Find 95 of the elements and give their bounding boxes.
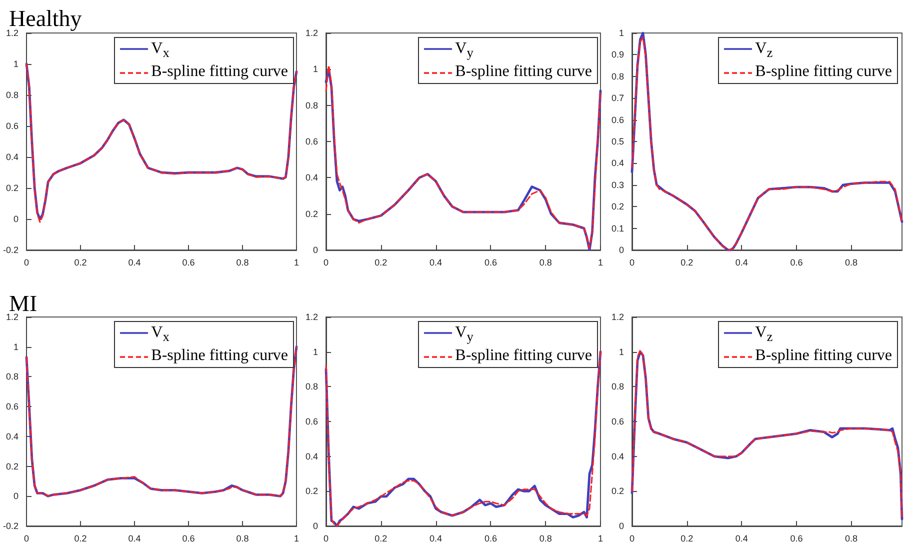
y-tick-label: 0.8 bbox=[611, 382, 624, 392]
y-tick-label: 0 bbox=[13, 214, 19, 224]
x-tick-label: 0.8 bbox=[236, 258, 249, 268]
x-tick-label: 0.6 bbox=[182, 534, 195, 543]
x-tick-label: 0 bbox=[24, 258, 30, 268]
y-tick-label: 1 bbox=[312, 64, 318, 74]
y-tick-label: 0 bbox=[618, 245, 624, 255]
legend-label: V$_{x}$ bbox=[151, 40, 170, 60]
y-tick-label: 0.8 bbox=[611, 71, 624, 82]
y-tick-label: 0.6 bbox=[305, 416, 318, 426]
y-tick-label: 0.7 bbox=[611, 93, 624, 104]
y-tick-label: 0.2 bbox=[305, 208, 318, 219]
x-tick-label: 0.6 bbox=[484, 534, 497, 543]
x-tick-label: 0.2 bbox=[680, 534, 694, 543]
y-tick-label: 0.3 bbox=[611, 180, 624, 190]
y-tick-label: 0 bbox=[618, 521, 624, 531]
y-tick-label: 0.8 bbox=[6, 372, 19, 382]
y-tick-label: 1 bbox=[13, 59, 19, 69]
y-tick-label: 0 bbox=[312, 245, 318, 255]
y-tick-label: 1.2 bbox=[305, 28, 318, 38]
x-tick-label: 0.8 bbox=[539, 534, 552, 543]
y-tick-label: 0.2 bbox=[611, 486, 624, 496]
y-tick-label: 0.6 bbox=[6, 402, 19, 412]
legend-label: B-spline fitting curve bbox=[755, 347, 892, 364]
legend-label: V$_{z}$ bbox=[755, 40, 773, 60]
y-tick-label: 0.1 bbox=[611, 223, 624, 234]
x-tick-label: 0.6 bbox=[790, 258, 803, 268]
legend-label: B-spline fitting curve bbox=[151, 63, 288, 80]
x-tick-label: 0.8 bbox=[845, 534, 858, 543]
y-tick-label: 1.2 bbox=[6, 28, 19, 38]
y-tick-label: 1.2 bbox=[6, 312, 19, 322]
y-tick-label: 0.4 bbox=[611, 158, 624, 168]
y-tick-label: 0.4 bbox=[6, 152, 19, 162]
legend-label: B-spline fitting curve bbox=[755, 63, 892, 80]
y-tick-label: 0.6 bbox=[305, 136, 318, 146]
y-tick-label: 0.6 bbox=[6, 121, 19, 131]
y-tick-label: 1 bbox=[312, 346, 318, 357]
legend-label: B-spline fitting curve bbox=[455, 347, 592, 364]
x-tick-label: 0.2 bbox=[74, 534, 87, 543]
x-tick-label: 0.4 bbox=[128, 534, 141, 543]
x-tick-label: 1 bbox=[598, 258, 604, 268]
y-tick-label: 0.8 bbox=[305, 382, 318, 392]
y-tick-label: 0.8 bbox=[305, 100, 318, 110]
x-tick-label: 0 bbox=[323, 534, 329, 543]
x-tick-label: 0 bbox=[629, 258, 635, 268]
x-tick-label: 0 bbox=[24, 534, 30, 543]
x-tick-label: 0 bbox=[323, 258, 329, 268]
legend-label: V$_{z}$ bbox=[755, 324, 773, 344]
y-tick-label: 0.9 bbox=[611, 50, 624, 60]
y-tick-label: 0 bbox=[312, 521, 318, 531]
x-tick-label: 1 bbox=[294, 534, 300, 543]
x-tick-label: 0.4 bbox=[735, 534, 748, 543]
x-tick-label: 0.4 bbox=[430, 534, 442, 543]
y-tick-label: 0.6 bbox=[611, 416, 624, 426]
x-tick-label: 1 bbox=[294, 258, 300, 268]
x-tick-label: 0.6 bbox=[182, 258, 195, 268]
x-tick-label: 0.4 bbox=[128, 258, 141, 268]
y-tick-label: 1 bbox=[13, 342, 19, 352]
y-tick-label: 0.2 bbox=[611, 202, 624, 212]
y-tick-label: 0.6 bbox=[611, 114, 624, 125]
y-tick-label: 0.2 bbox=[305, 486, 318, 496]
x-tick-label: 0.2 bbox=[74, 258, 87, 268]
y-tick-label: -0.2 bbox=[2, 521, 19, 531]
y-tick-label: 0.2 bbox=[6, 183, 19, 193]
y-tick-label: 0.8 bbox=[6, 90, 19, 100]
x-tick-label: 0.4 bbox=[430, 258, 442, 268]
y-tick-label: 0.4 bbox=[305, 451, 318, 462]
y-tick-label: 0.2 bbox=[6, 461, 19, 472]
y-tick-label: 1.2 bbox=[305, 312, 318, 322]
y-tick-label: 0.4 bbox=[6, 431, 19, 442]
y-tick-label: 0.5 bbox=[611, 136, 624, 146]
legend-label: V$_{y}$ bbox=[455, 40, 474, 60]
x-tick-label: 0.6 bbox=[484, 258, 497, 268]
x-tick-label: 0.2 bbox=[374, 258, 388, 268]
x-tick-label: 0.4 bbox=[735, 258, 748, 268]
x-tick-label: 0 bbox=[629, 534, 635, 543]
y-tick-label: 0.4 bbox=[305, 172, 318, 183]
legend-label: B-spline fitting curve bbox=[151, 347, 288, 364]
x-tick-label: 0.6 bbox=[790, 534, 803, 543]
x-tick-label: 0.8 bbox=[236, 534, 249, 543]
y-tick-label: -0.2 bbox=[2, 245, 19, 255]
chart-title: Healthy bbox=[9, 6, 82, 31]
legend-label: B-spline fitting curve bbox=[455, 63, 592, 80]
x-tick-label: 0.8 bbox=[539, 258, 552, 268]
y-tick-label: 0.4 bbox=[611, 451, 624, 462]
y-tick-label: 1 bbox=[618, 346, 624, 357]
x-tick-label: 0.2 bbox=[374, 534, 388, 543]
x-tick-label: 1 bbox=[598, 534, 604, 543]
y-tick-label: 0 bbox=[13, 491, 19, 502]
legend-label: V$_{x}$ bbox=[151, 324, 170, 344]
y-tick-label: 1 bbox=[618, 28, 624, 38]
x-tick-label: 0.2 bbox=[680, 258, 694, 268]
legend-label: V$_{y}$ bbox=[455, 324, 474, 344]
x-tick-label: 0.8 bbox=[845, 258, 858, 268]
y-tick-label: 1.2 bbox=[611, 312, 624, 322]
